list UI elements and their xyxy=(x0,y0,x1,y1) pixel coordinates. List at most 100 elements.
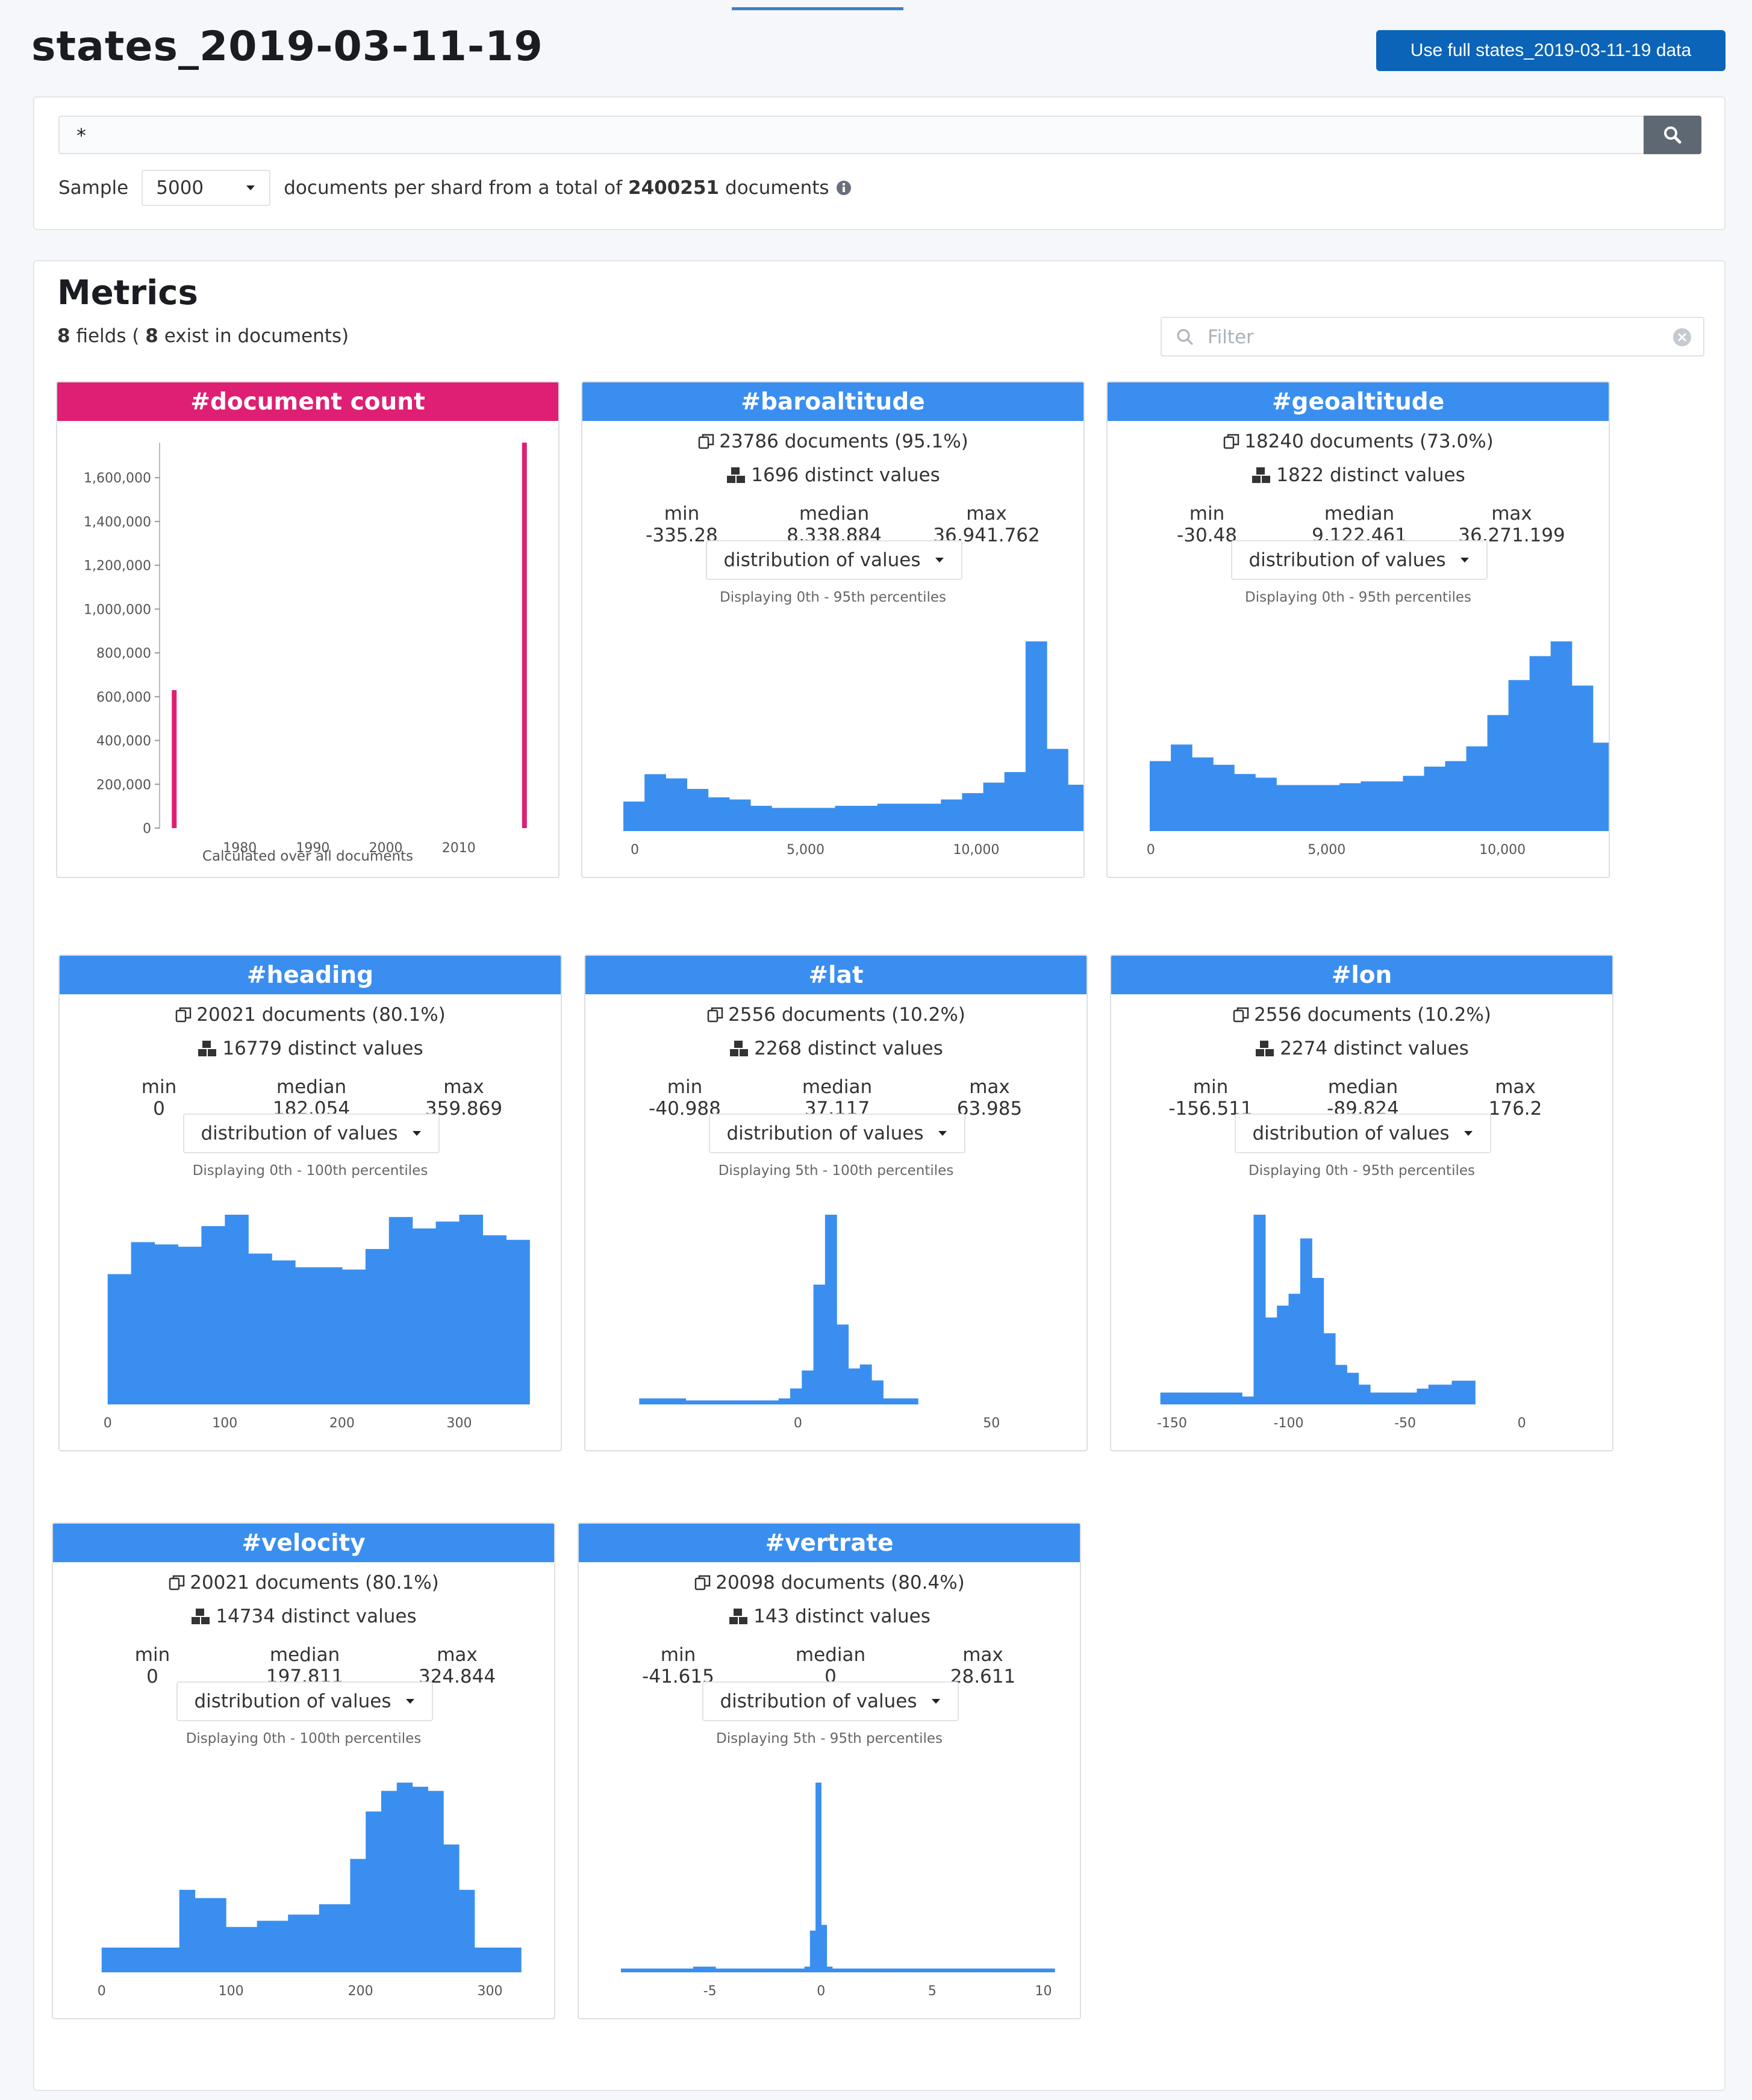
histogram-bar xyxy=(1463,1380,1476,1404)
percentiles-note: Displaying 0th - 100th percentiles xyxy=(192,1163,428,1179)
histogram-bar xyxy=(865,1968,871,1972)
x-tick-label: 1990 xyxy=(296,841,329,856)
histogram-bar xyxy=(1234,774,1256,831)
histogram-bar xyxy=(825,1215,837,1404)
histogram-bar xyxy=(659,1968,666,1972)
histogram-bar xyxy=(1571,685,1594,831)
histogram-bar xyxy=(1207,1392,1219,1404)
histogram-bar xyxy=(962,793,984,831)
distinct-text: 1696 distinct values xyxy=(751,464,940,486)
histogram-bar xyxy=(832,1968,838,1972)
histogram-bar xyxy=(1312,1278,1324,1404)
caret-down-icon xyxy=(931,1699,940,1704)
y-tick-label: 1,000,000 xyxy=(84,602,151,617)
histogram-bar xyxy=(1339,783,1361,831)
histogram-bar xyxy=(920,803,941,831)
page-title: states_2019-03-11-19 xyxy=(31,23,543,70)
sample-label: Sample xyxy=(58,177,129,199)
documents-stat: 2556 documents (10.2%) xyxy=(1111,1004,1612,1026)
x-tick-label: 10 xyxy=(1035,1984,1052,1999)
histogram-chart: -5 0 5 10 xyxy=(621,1783,1055,1999)
median-label: median xyxy=(269,1644,340,1666)
sample-size-select[interactable]: 5000 xyxy=(142,170,271,206)
histogram-bar xyxy=(804,1966,811,1972)
cubes-icon xyxy=(198,1041,217,1056)
distribution-select-label: distribution of values xyxy=(194,1690,391,1712)
max-label: max xyxy=(966,503,1007,525)
documents-text: 23786 documents (95.1%) xyxy=(719,431,968,452)
info-icon[interactable] xyxy=(835,179,852,196)
histogram-bar xyxy=(366,1811,382,1972)
filter-input[interactable]: Filter xyxy=(1161,317,1704,357)
percentiles-note: Displaying 0th - 95th percentiles xyxy=(1245,590,1471,605)
histogram-bar xyxy=(1405,1392,1418,1404)
histogram-bar xyxy=(241,1927,258,1972)
histogram-bar xyxy=(1592,743,1609,831)
caret-down-icon xyxy=(935,558,944,562)
min-value: 0 xyxy=(153,1098,165,1120)
histogram-bar xyxy=(898,803,920,831)
distribution-select[interactable]: distribution of values xyxy=(1235,1114,1491,1153)
distinct-text: 2268 distinct values xyxy=(754,1038,943,1059)
x-tick-label: 0 xyxy=(104,1416,112,1431)
search-button[interactable] xyxy=(1644,116,1701,154)
histogram-bar xyxy=(826,1966,833,1972)
histogram-bar xyxy=(849,1968,855,1972)
histogram-bar xyxy=(350,1859,366,1972)
histogram-bar xyxy=(319,1267,343,1404)
histogram-bar xyxy=(1047,749,1068,831)
histogram-bar xyxy=(799,1968,805,1972)
histogram-chart: 0 5,000 10,000 xyxy=(623,641,1083,858)
histogram-bar xyxy=(1150,761,1171,831)
x-tick-label: -5 xyxy=(703,1984,717,1999)
search-input[interactable]: * xyxy=(58,116,1650,154)
histogram-bar xyxy=(319,1904,335,1972)
histogram-bar xyxy=(178,1247,202,1404)
histogram-bar xyxy=(676,1968,683,1972)
histogram-bar xyxy=(726,1968,733,1972)
histogram-bar xyxy=(697,1400,709,1404)
histogram-bar xyxy=(910,1968,916,1972)
clear-icon[interactable] xyxy=(1672,327,1692,347)
distribution-select[interactable]: distribution of values xyxy=(176,1681,433,1721)
histogram-bar xyxy=(941,799,963,831)
bar xyxy=(522,443,527,828)
histogram-bar xyxy=(1428,1385,1441,1404)
use-full-data-button[interactable]: Use full states_2019-03-11-19 data xyxy=(1376,30,1726,71)
histogram-bar xyxy=(107,1274,132,1404)
documents-icon xyxy=(1233,1007,1249,1023)
x-tick-label: 100 xyxy=(212,1416,237,1431)
x-tick-label: 2010 xyxy=(442,841,476,856)
histogram-bar xyxy=(458,1890,475,1972)
min-label: min xyxy=(664,503,700,525)
histogram-bar xyxy=(1451,1380,1464,1404)
histogram-bar xyxy=(838,1968,844,1972)
histogram-bar xyxy=(843,1968,850,1972)
x-tick-label: 200 xyxy=(329,1416,355,1431)
top-tab-indicator xyxy=(732,7,903,10)
documents-stat: 18240 documents (73.0%) xyxy=(1108,431,1609,452)
distribution-select[interactable]: distribution of values xyxy=(183,1114,440,1153)
distribution-select[interactable]: distribution of values xyxy=(706,540,962,580)
histogram-bar xyxy=(179,1890,196,1972)
distribution-select[interactable]: distribution of values xyxy=(1231,540,1488,580)
min-value: -335.28 xyxy=(646,525,718,546)
distribution-select[interactable]: distribution of values xyxy=(702,1681,959,1721)
histogram-bar xyxy=(101,1947,118,1972)
histogram-bar xyxy=(699,1966,705,1972)
histogram-bar xyxy=(632,1968,638,1972)
x-tick-label: -50 xyxy=(1394,1416,1416,1431)
histogram-bar xyxy=(365,1248,390,1404)
histogram-bar xyxy=(813,1285,826,1404)
histogram-bar xyxy=(1417,1388,1429,1404)
histogram-bar xyxy=(1004,772,1026,831)
cubes-icon xyxy=(1252,467,1271,483)
histogram-bar xyxy=(639,1398,652,1404)
distribution-select[interactable]: distribution of values xyxy=(709,1114,965,1153)
histogram-bar xyxy=(666,778,688,831)
histogram-bar xyxy=(882,1968,888,1972)
x-tick-label: 0 xyxy=(1147,843,1155,858)
exist-text: exist in documents) xyxy=(164,325,349,347)
histogram-bar xyxy=(835,806,857,831)
histogram-bar xyxy=(708,797,730,831)
